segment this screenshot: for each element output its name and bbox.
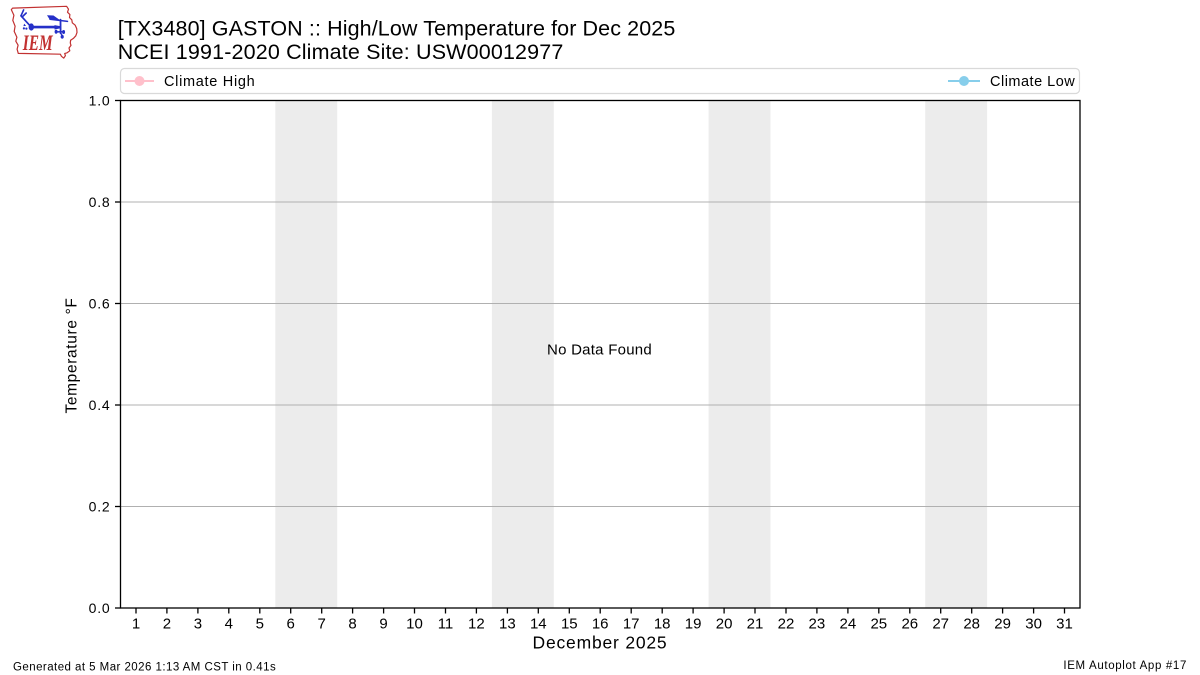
svg-text:Climate Low: Climate Low xyxy=(990,74,1075,90)
svg-text:13: 13 xyxy=(499,616,516,633)
svg-text:21: 21 xyxy=(747,616,764,633)
svg-text:1.0: 1.0 xyxy=(89,92,111,108)
svg-text:4: 4 xyxy=(225,616,233,633)
svg-text:9: 9 xyxy=(379,616,387,633)
svg-text:31: 31 xyxy=(1056,616,1073,633)
svg-text:28: 28 xyxy=(963,616,980,633)
svg-text:6: 6 xyxy=(287,616,295,633)
svg-text:12: 12 xyxy=(468,616,485,633)
svg-text:25: 25 xyxy=(870,616,887,633)
svg-text:11: 11 xyxy=(438,616,454,633)
svg-text:10: 10 xyxy=(406,616,423,633)
svg-text:5: 5 xyxy=(256,616,264,633)
svg-text:0.8: 0.8 xyxy=(89,194,111,210)
svg-text:26: 26 xyxy=(901,616,918,633)
svg-text:20: 20 xyxy=(716,616,733,633)
svg-text:1: 1 xyxy=(132,616,140,633)
svg-text:22: 22 xyxy=(778,616,795,633)
svg-text:27: 27 xyxy=(932,616,949,633)
svg-text:19: 19 xyxy=(685,616,702,633)
svg-text:[TX3480] GASTON :: High/Low Te: [TX3480] GASTON :: High/Low Temperature … xyxy=(118,17,676,41)
svg-text:Generated at 5 Mar 2026 1:13 A: Generated at 5 Mar 2026 1:13 AM CST in 0… xyxy=(13,662,276,674)
svg-text:23: 23 xyxy=(809,616,826,633)
svg-text:17: 17 xyxy=(623,616,640,633)
svg-text:0.2: 0.2 xyxy=(89,498,111,514)
svg-text:15: 15 xyxy=(561,616,578,633)
svg-text:IEM Autoplot App #17: IEM Autoplot App #17 xyxy=(1063,660,1187,672)
svg-text:18: 18 xyxy=(654,616,671,633)
svg-text:December 2025: December 2025 xyxy=(533,633,668,653)
svg-text:Climate High: Climate High xyxy=(164,74,255,90)
svg-text:0.0: 0.0 xyxy=(89,600,111,616)
svg-text:7: 7 xyxy=(318,616,326,633)
svg-text:8: 8 xyxy=(348,616,356,633)
svg-text:30: 30 xyxy=(1025,616,1042,633)
svg-text:29: 29 xyxy=(994,616,1011,633)
svg-text:IEM: IEM xyxy=(22,30,54,55)
svg-text:24: 24 xyxy=(840,616,857,633)
svg-text:No Data Found: No Data Found xyxy=(547,342,652,359)
svg-text:0.4: 0.4 xyxy=(89,397,111,413)
svg-text:NCEI 1991-2020 Climate Site: U: NCEI 1991-2020 Climate Site: USW00012977 xyxy=(118,40,564,64)
svg-text:16: 16 xyxy=(592,616,609,633)
svg-text:0.6: 0.6 xyxy=(89,295,111,311)
svg-text:2: 2 xyxy=(163,616,171,633)
svg-text:14: 14 xyxy=(530,616,547,633)
svg-text:Temperature °F: Temperature °F xyxy=(64,297,81,413)
svg-text:3: 3 xyxy=(194,616,202,633)
